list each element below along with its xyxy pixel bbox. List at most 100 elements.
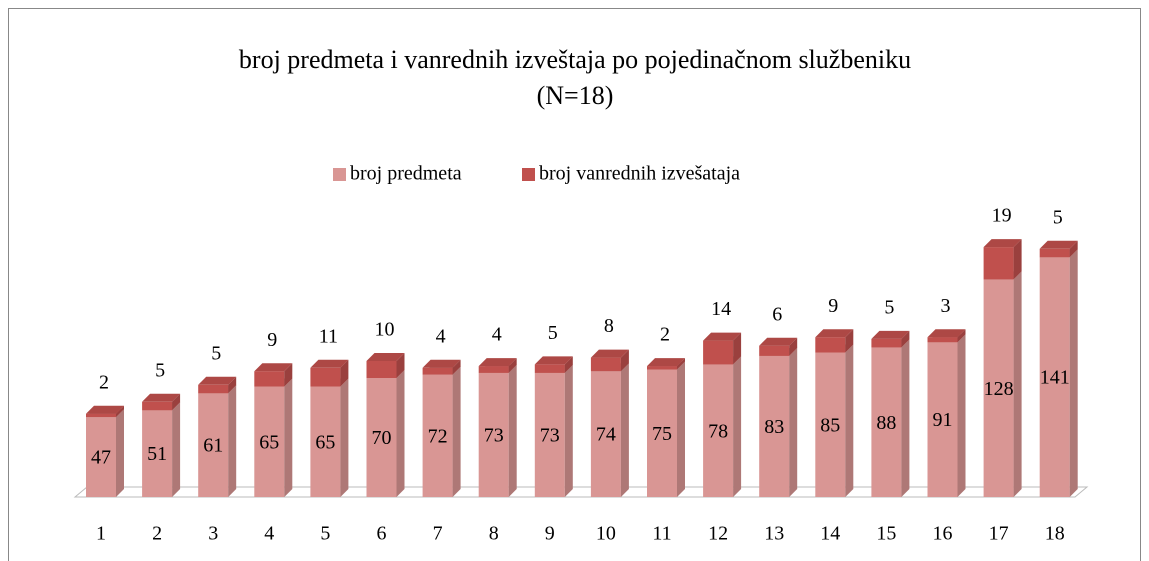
bar-side [733, 332, 742, 365]
bar-front [86, 417, 116, 497]
bar-front [422, 374, 453, 497]
bar-top [366, 353, 405, 361]
value-label: 5 [1053, 206, 1063, 228]
bar-front [1039, 248, 1070, 258]
bar-front [983, 279, 1014, 497]
bar-segment [198, 376, 237, 394]
value-label: 5 [211, 342, 221, 364]
bar-top [815, 329, 854, 338]
bar-top [647, 358, 685, 367]
bar-front [534, 372, 565, 497]
bar-top [142, 393, 181, 402]
value-label: 3 [941, 295, 951, 317]
bar-front [703, 340, 734, 365]
value-label: 14 [711, 298, 731, 320]
bar-side [396, 353, 405, 378]
bar-front [983, 247, 1014, 280]
value-label: 5 [548, 322, 558, 344]
value-label: 47 [91, 447, 111, 469]
x-tick-label: 8 [489, 523, 499, 545]
bar-front [86, 413, 116, 418]
bar-side [564, 356, 573, 373]
bar-top [86, 405, 124, 414]
legend-label: broj vanrednih izvešataja [539, 163, 740, 185]
value-label: 8 [604, 315, 614, 337]
bar-front [478, 372, 509, 497]
value-label: 11 [319, 325, 338, 347]
bar-front [198, 384, 229, 394]
bar-side [1069, 240, 1078, 258]
bar-segment [1039, 240, 1078, 258]
bar-top [983, 239, 1022, 248]
bar-segment [366, 370, 405, 497]
x-tick-label: 17 [989, 523, 1009, 545]
x-tick-label: 16 [933, 523, 953, 545]
value-label: 9 [267, 329, 277, 351]
bar-side [845, 344, 854, 497]
bar-front [871, 338, 902, 348]
bar-front [142, 401, 173, 411]
bar-side [116, 409, 124, 497]
bar-segment [703, 332, 742, 365]
bar-front [1039, 257, 1070, 497]
bar-side [284, 363, 293, 387]
bar-front [590, 357, 621, 372]
legend-swatch [333, 168, 346, 181]
bar-top [254, 363, 293, 372]
bar-top [310, 359, 349, 368]
bar-segment [86, 405, 124, 418]
bar-front [759, 355, 790, 497]
value-label: 5 [884, 296, 894, 318]
value-label: 74 [596, 424, 616, 446]
bar-front [478, 366, 509, 373]
bar-side [116, 405, 124, 418]
bar-front [366, 378, 397, 497]
bar-segment [366, 353, 405, 378]
x-tick-label: 10 [596, 523, 616, 545]
bar-front [254, 386, 285, 497]
bar-front [198, 393, 229, 497]
bar-segment [703, 356, 742, 497]
bar-top [198, 376, 237, 385]
bar-top [422, 359, 461, 368]
bar-front [703, 364, 734, 497]
bar-segment [983, 271, 1022, 497]
bar-front [534, 364, 565, 373]
bar-side [677, 361, 685, 497]
bar-front [759, 345, 790, 356]
value-label: 5 [155, 359, 165, 381]
bar-segment [815, 329, 854, 353]
x-tick-label: 2 [152, 523, 162, 545]
value-label: 10 [375, 319, 395, 341]
bar-top [871, 330, 910, 339]
x-tick-label: 7 [433, 523, 443, 545]
value-label: 4 [492, 324, 502, 346]
bar-side [284, 378, 293, 497]
x-tick-label: 15 [876, 523, 896, 545]
bar-front [927, 337, 958, 343]
bar-segment [534, 356, 573, 373]
bar-front [647, 366, 677, 370]
legend-swatch [522, 168, 535, 181]
bar-segment [142, 393, 181, 411]
x-tick-label: 14 [820, 523, 840, 545]
bar-side [172, 402, 181, 497]
bar-front [366, 361, 397, 378]
bar-side [452, 359, 461, 375]
value-label: 2 [99, 371, 109, 393]
bar-side [901, 330, 910, 348]
bar-segment [254, 363, 293, 387]
legend-label: broj predmeta [350, 163, 462, 185]
x-tick-label: 4 [264, 523, 274, 545]
bar-side [957, 329, 966, 343]
bar-side [620, 363, 629, 497]
value-label: 51 [147, 443, 167, 465]
value-label: 6 [772, 303, 782, 325]
chart-title: broj predmeta i vanrednih izveštaja po p… [239, 45, 911, 74]
bar-side [957, 334, 966, 497]
value-label: 83 [764, 416, 784, 438]
x-tick-label: 9 [545, 523, 555, 545]
bar-front [815, 352, 846, 497]
bar-side [733, 356, 742, 497]
